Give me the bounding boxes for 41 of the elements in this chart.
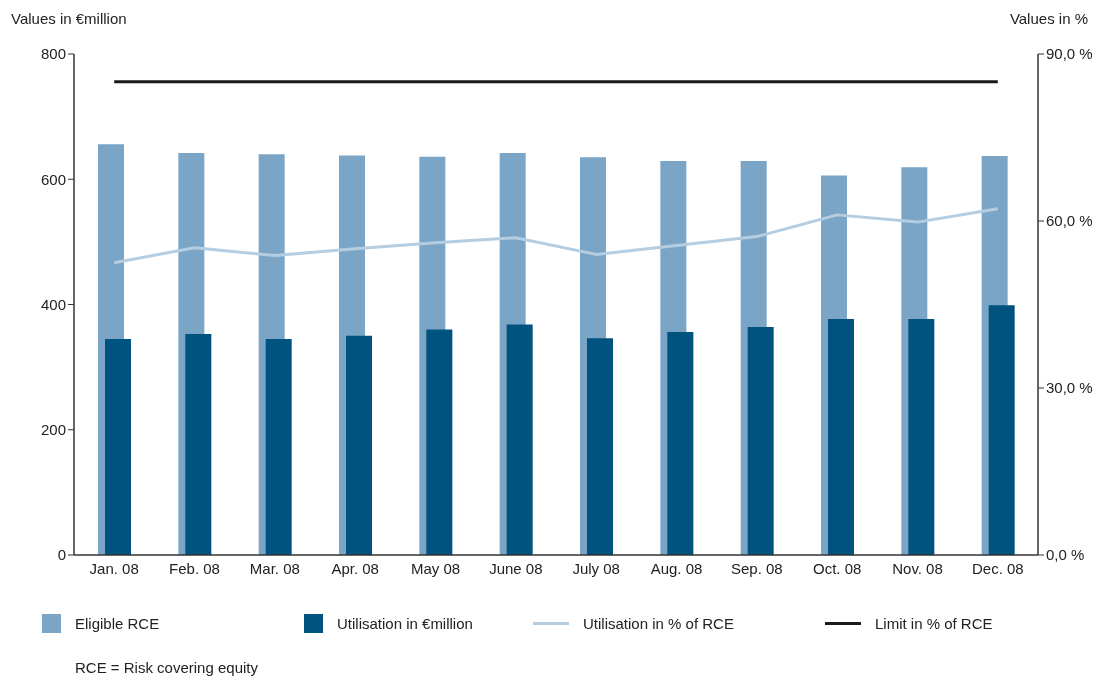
legend-label: Utilisation in €million — [337, 615, 473, 632]
bar — [747, 327, 774, 555]
y-axis-title: Values in €million — [11, 10, 127, 27]
y-tick-label: 800 — [40, 45, 66, 63]
y-tick-label: 600 — [40, 170, 66, 188]
x-tick-label: Jan. 08 — [89, 559, 139, 577]
text: RCE = Risk covering equity — [75, 659, 258, 676]
bar — [346, 335, 372, 555]
y2-tick-label: 60,0 % — [1046, 212, 1093, 230]
bar — [828, 318, 854, 555]
y-tick-label: 400 — [40, 295, 66, 313]
bar — [587, 338, 613, 555]
x-tick-label: Dec. 08 — [971, 559, 1024, 577]
x-tick-label: June 08 — [489, 559, 543, 577]
x-tick-label: July 08 — [572, 559, 620, 577]
line-series — [112, 207, 1000, 265]
bar — [426, 329, 453, 555]
x-tick-label: Aug. 08 — [650, 559, 703, 577]
y2-tick-label: 90,0 % — [1046, 45, 1093, 63]
x-tick-label: Oct. 08 — [812, 559, 862, 577]
bar — [265, 338, 292, 555]
bar — [988, 305, 1015, 555]
y2-tick-label: 30,0 % — [1046, 379, 1093, 397]
x-tick-label: Sep. 08 — [730, 559, 783, 577]
bar — [185, 333, 212, 555]
x-tick-label: Nov. 08 — [892, 559, 943, 577]
legend-label: Utilisation in % of RCE — [583, 615, 734, 632]
legend-label: Eligible RCE — [75, 615, 160, 632]
bar — [908, 318, 935, 555]
y2-tick-label: 0,0 % — [1046, 546, 1085, 564]
bar — [506, 324, 533, 555]
y-tick-label: 0 — [57, 546, 66, 564]
x-tick-label: Feb. 08 — [169, 559, 220, 577]
bar — [667, 332, 694, 555]
x-tick-label: Apr. 08 — [331, 559, 379, 577]
y-tick-label: 200 — [40, 421, 66, 439]
y2-axis-title: Values in % — [1009, 10, 1088, 27]
x-tick-label: May 08 — [410, 559, 461, 577]
x-tick-label: Mar. 08 — [249, 559, 300, 577]
bar — [105, 338, 131, 555]
legend-label: Limit in % of RCE — [875, 615, 993, 632]
